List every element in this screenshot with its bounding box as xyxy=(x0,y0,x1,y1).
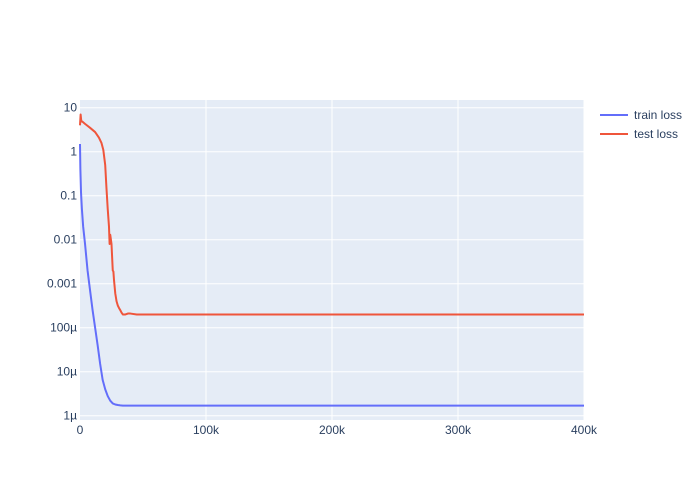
x-tick-label: 200k xyxy=(319,423,346,437)
y-tick-label: 0.1 xyxy=(60,189,77,203)
y-tick-label: 0.001 xyxy=(47,277,77,291)
x-axis-ticks: 0 100k 200k 300k 400k xyxy=(77,423,598,437)
y-tick-label: 10 xyxy=(64,101,78,115)
y-tick-label: 1µ xyxy=(63,409,77,423)
x-tick-label: 300k xyxy=(445,423,472,437)
legend-label: test loss xyxy=(634,127,678,141)
y-tick-label: 100µ xyxy=(50,321,77,335)
x-tick-label: 0 xyxy=(77,423,84,437)
legend-item[interactable]: test loss xyxy=(600,127,678,141)
x-tick-label: 400k xyxy=(571,423,598,437)
grid-lines xyxy=(80,100,585,420)
series-line-test-loss xyxy=(79,113,584,316)
legend-label: train loss xyxy=(634,108,682,122)
legend[interactable]: train loss test loss xyxy=(600,108,682,141)
y-tick-label: 1 xyxy=(70,145,77,159)
legend-item[interactable]: train loss xyxy=(600,108,682,122)
series-line-train-loss xyxy=(79,143,584,407)
y-tick-label: 10µ xyxy=(57,365,77,379)
x-tick-label: 100k xyxy=(193,423,220,437)
series-layer xyxy=(79,113,584,407)
y-tick-label: 0.01 xyxy=(54,233,78,247)
y-axis-ticks: 10 1 0.1 0.01 0.001 100µ 10µ 1µ xyxy=(47,101,77,423)
